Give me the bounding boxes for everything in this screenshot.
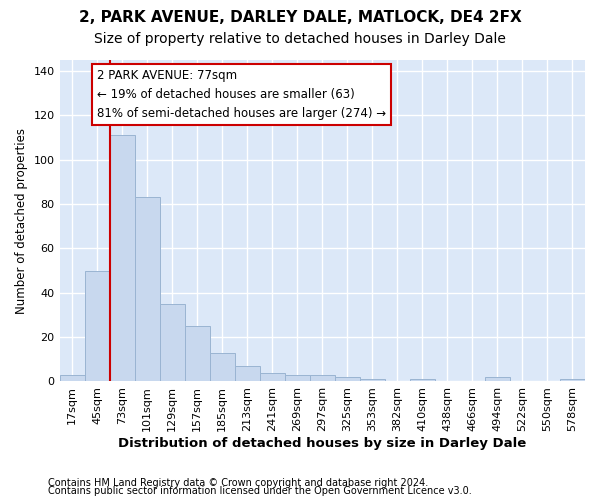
Bar (235, 366, 260, 382)
Bar (360, 379, 385, 382)
Bar (410, 379, 435, 382)
Text: 2 PARK AVENUE: 77sqm
← 19% of detached houses are smaller (63)
81% of semi-detac: 2 PARK AVENUE: 77sqm ← 19% of detached h… (97, 69, 386, 120)
Bar (134, 198, 160, 382)
Text: Contains HM Land Registry data © Crown copyright and database right 2024.: Contains HM Land Registry data © Crown c… (48, 478, 428, 488)
Bar (160, 304, 185, 382)
Bar (59, 375, 85, 382)
Bar (285, 375, 310, 382)
Bar (85, 270, 110, 382)
Text: Contains public sector information licensed under the Open Government Licence v3: Contains public sector information licen… (48, 486, 472, 496)
Bar (310, 375, 335, 382)
Text: 2, PARK AVENUE, DARLEY DALE, MATLOCK, DE4 2FX: 2, PARK AVENUE, DARLEY DALE, MATLOCK, DE… (79, 10, 521, 25)
Bar (485, 377, 510, 382)
Bar (560, 379, 585, 382)
Bar (260, 372, 285, 382)
Bar (110, 136, 134, 382)
Bar (185, 326, 209, 382)
Text: Size of property relative to detached houses in Darley Dale: Size of property relative to detached ho… (94, 32, 506, 46)
Y-axis label: Number of detached properties: Number of detached properties (15, 128, 28, 314)
Bar (335, 377, 360, 382)
X-axis label: Distribution of detached houses by size in Darley Dale: Distribution of detached houses by size … (118, 437, 526, 450)
Bar (209, 352, 235, 382)
